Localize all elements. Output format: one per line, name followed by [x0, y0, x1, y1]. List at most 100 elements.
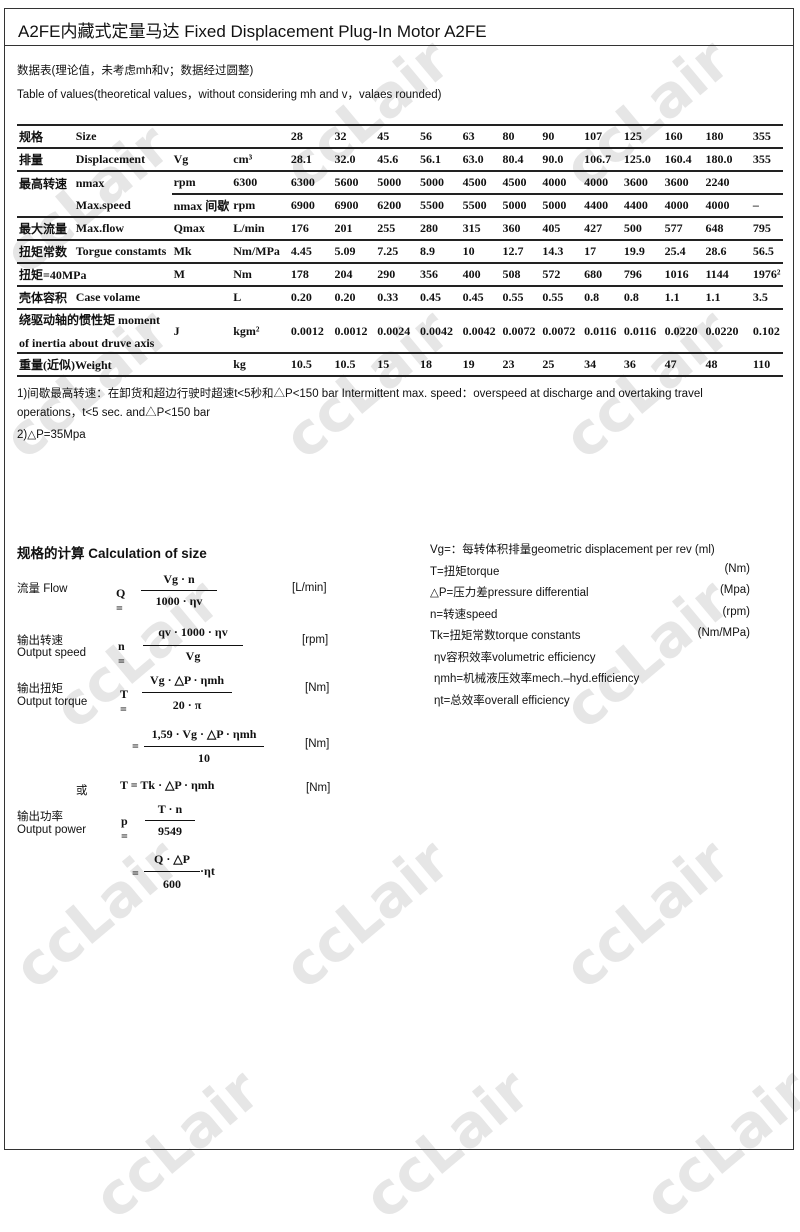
- table-cell: 23: [500, 352, 541, 377]
- legend-item: ηv容积效率volumetric efficiency: [430, 649, 750, 671]
- table-cell: 0.0042: [460, 308, 501, 353]
- table-cell: rpm: [231, 193, 289, 217]
- table-cell: 90: [540, 124, 583, 148]
- table-cell: 5000: [375, 170, 418, 194]
- fraction-bar: [142, 692, 232, 694]
- table-cell: 0.0220: [662, 308, 704, 353]
- legend-text: ηv容积效率volumetric efficiency: [434, 651, 596, 664]
- fraction-bar: [141, 590, 217, 592]
- power-en: Output power: [17, 824, 87, 836]
- table-cell: 107: [582, 124, 622, 148]
- flow-label: 流量 Flow: [17, 583, 68, 595]
- table-cell: 360: [500, 216, 541, 240]
- table-cell: 508: [500, 262, 541, 286]
- power-zh: 输出功率: [17, 811, 63, 823]
- table-cell: 280: [417, 216, 461, 240]
- table-cell: 5500: [460, 193, 501, 217]
- table-cell: 1016: [662, 262, 704, 286]
- table-cell: 25: [540, 352, 583, 377]
- table-cell: 125.0: [621, 147, 663, 171]
- table-cell: 19: [460, 352, 501, 377]
- legend-text: ηmh=机械液压效率mech.–hyd.efficiency: [434, 673, 640, 685]
- table-cell: 10.5: [332, 352, 376, 377]
- legend-unit: (Nm): [724, 562, 750, 575]
- torque-formula-3: T = Tk · △P · ηmh: [120, 778, 215, 792]
- table-cell: 4500: [500, 170, 541, 194]
- table-cell: Max.speed: [75, 197, 131, 212]
- table-cell: 重量(近似)Weight: [17, 352, 172, 377]
- legend-item: Tk=扭矩常数torque constants (Nm/MPa): [430, 627, 750, 649]
- legend-text: △P=压力差pressure differential: [430, 587, 589, 599]
- table-cell: 80.4: [500, 147, 541, 171]
- lhs: =: [132, 866, 139, 880]
- table-cell: 125: [621, 124, 663, 148]
- table-cell: J: [171, 308, 232, 353]
- lhs: p =: [121, 814, 128, 843]
- legend-unit: (rpm): [722, 605, 750, 618]
- table-cell: –: [750, 193, 783, 217]
- denominator: Vg: [185, 649, 201, 663]
- table-cell: 255: [375, 216, 418, 240]
- legend-text: ηt=总效率overall efficiency: [434, 694, 570, 707]
- table-cell: 0.0072: [500, 308, 541, 353]
- table-row: 最高转速 nmax rpm 6300 6300 5600 5000 5000 4500 4500 4…: [17, 170, 783, 194]
- table-cell: 规格: [17, 124, 74, 148]
- table-cell: 18: [417, 352, 461, 377]
- table-cell: 5600: [332, 170, 376, 194]
- table-cell: 4.45: [288, 239, 333, 263]
- table-cell: 10: [460, 239, 501, 263]
- lhs: n =: [118, 639, 125, 668]
- legend-text: n=转速speed: [430, 608, 498, 621]
- table-cell: 6300: [231, 170, 289, 194]
- table-cell: 5000: [417, 170, 461, 194]
- speed-unit: [rpm]: [302, 634, 329, 646]
- table-cell: 32.0: [332, 147, 376, 171]
- table-row: Max.speed nmax 间歇 rpm 6900 6900 6200 5500 5500 5…: [17, 193, 783, 217]
- table-cell: 10.5: [288, 352, 333, 377]
- table-cell: L: [231, 285, 289, 309]
- table-cell: 34: [582, 352, 622, 377]
- table-cell: 178: [288, 262, 333, 286]
- table-cell: 0.0116: [621, 308, 663, 353]
- denominator: 9549: [158, 824, 182, 838]
- table-cell: kgm²: [231, 308, 289, 353]
- table-cell: 176: [288, 216, 333, 240]
- page-title: A2FE内藏式定量马达 Fixed Displacement Plug-In M…: [4, 8, 794, 46]
- table-cell: 0.0072: [540, 308, 583, 353]
- table-cell: M: [171, 262, 232, 286]
- table-cell: 0.33: [375, 285, 418, 309]
- numerator: Q · △P: [154, 852, 190, 866]
- table-cell: 0.8: [621, 285, 663, 309]
- fraction-bar: [144, 871, 200, 873]
- table-cell: [171, 352, 232, 377]
- table-cell: 0.0116: [582, 308, 622, 353]
- table-cell: 绕驱动轴的惯性矩 moment of inertia about druve ax…: [17, 308, 172, 353]
- table-cell: 0.8: [582, 285, 622, 309]
- table-cell: 4400: [582, 193, 622, 217]
- legend-item: T=扭矩torque (Nm): [430, 563, 750, 585]
- table-cell: 204: [332, 262, 376, 286]
- table-cell: 0.20: [288, 285, 333, 309]
- table-cell: 56.5: [750, 239, 783, 263]
- speed-zh: 输出转速: [17, 635, 63, 647]
- footnote-1: 1)间歇最高转速：在卸货和超边行驶时超速t<5秒和△P<150 bar Inte…: [17, 388, 703, 400]
- table-cell: 106.7: [582, 147, 622, 171]
- table-cell: 0.0220: [703, 308, 751, 353]
- table-cell: 1976²: [750, 262, 783, 286]
- legend-text: T=扭矩torque: [430, 565, 500, 578]
- torque-en: Output torque: [17, 696, 88, 708]
- table-cell: 14.3: [540, 239, 583, 263]
- fraction-bar: [143, 645, 243, 647]
- fraction-bar: [145, 820, 195, 822]
- table-cell: 最大流量: [17, 216, 74, 240]
- table-row: 扭矩常数 Torgue constamts Mk Nm/MPa 4.45 5.09 7.25…: [17, 239, 783, 263]
- table-cell: 5000: [500, 193, 541, 217]
- table-cell: 3600: [662, 170, 704, 194]
- table-cell: 6900: [332, 193, 376, 217]
- table-cell: 5.09: [332, 239, 376, 263]
- table-cell: 3600: [621, 170, 663, 194]
- denominator: 10: [198, 751, 210, 765]
- table-cell: 4500: [460, 170, 501, 194]
- flow-unit: [L/min]: [292, 582, 327, 594]
- table-cell: nmax 间歇: [171, 193, 232, 217]
